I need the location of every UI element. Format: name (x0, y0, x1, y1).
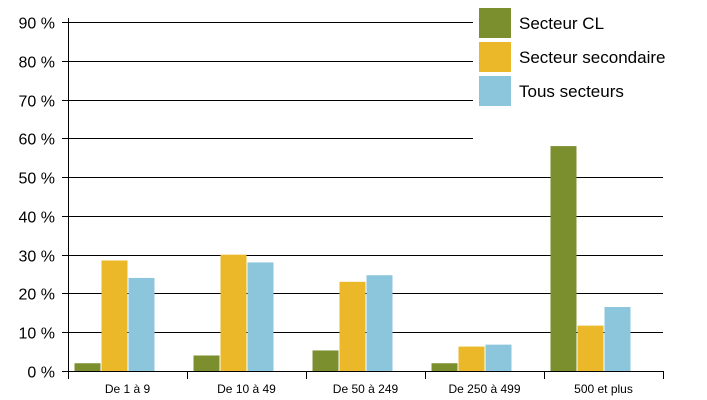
y-tick-label: 10 % (19, 326, 55, 343)
y-tick-label: 40 % (19, 210, 55, 227)
bar-secteur-secondaire-1 (220, 254, 247, 371)
bar-secteur-cl-4 (550, 146, 577, 371)
bar-tous-secteurs-2 (366, 275, 393, 371)
bar-tous-secteurs-0 (128, 277, 155, 371)
y-axis-labels: 0 % 10 % 20 % 30 % 40 % 50 % 60 % 70 % 80 % 90 % (19, 16, 55, 382)
x-tick-label: De 10 à 49 (217, 382, 276, 396)
y-tick-label: 0 % (27, 365, 55, 382)
legend-label: Secteur secondaire (519, 48, 665, 67)
bar-tous-secteurs-1 (247, 262, 274, 371)
bar-tous-secteurs-4 (604, 307, 631, 371)
bar-secteur-cl-3 (431, 363, 458, 371)
bar-secteur-secondaire-4 (577, 325, 604, 371)
y-tick-label: 90 % (19, 16, 55, 33)
bar-secteur-cl-2 (312, 350, 339, 371)
y-tick-label: 20 % (19, 287, 55, 304)
legend-label: Secteur CL (519, 14, 604, 33)
x-tick-label: De 1 à 9 (105, 382, 151, 396)
bar-secteur-cl-0 (74, 363, 101, 371)
x-tick-label: 500 et plus (574, 382, 633, 396)
x-axis-labels: De 1 à 9 De 10 à 49 De 50 à 249 De 250 à 49… (105, 382, 633, 396)
bar-secteur-secondaire-2 (339, 281, 366, 371)
y-tick-label: 50 % (19, 171, 55, 188)
legend-swatch (479, 42, 511, 72)
bar-secteur-secondaire-3 (458, 346, 485, 371)
y-tick-label: 70 % (19, 94, 55, 111)
x-tick-label: De 50 à 249 (333, 382, 399, 396)
bar-secteur-cl-1 (193, 355, 220, 371)
x-tick-label: De 250 à 499 (448, 382, 520, 396)
legend: Secteur CL Secteur secondaire Tous secteur… (479, 8, 665, 106)
y-tick-label: 60 % (19, 132, 55, 149)
bar-tous-secteurs-3 (485, 344, 512, 371)
y-tick-label: 80 % (19, 55, 55, 72)
legend-swatch (479, 76, 511, 106)
gridlines (62, 22, 663, 333)
bar-secteur-secondaire-0 (101, 260, 128, 371)
bars (74, 146, 631, 371)
legend-label: Tous secteurs (519, 82, 624, 101)
y-tick-label: 30 % (19, 249, 55, 266)
legend-swatch (479, 8, 511, 38)
axes (62, 18, 664, 379)
